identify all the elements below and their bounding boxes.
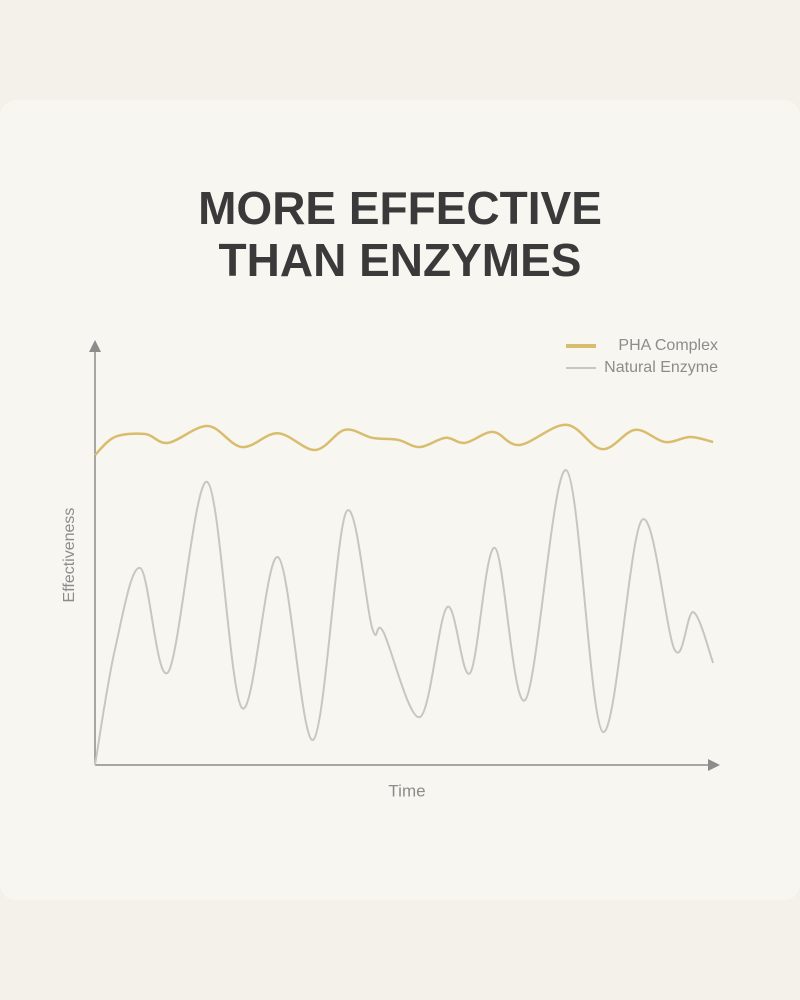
card <box>0 100 800 900</box>
series-line <box>94 469 715 766</box>
series-line <box>94 423 714 456</box>
x-arrow <box>708 759 720 771</box>
chart-title: MORE EFFECTIVE <box>198 182 602 234</box>
chart-subtitle: THAN ENZYMES <box>219 234 582 286</box>
legend-label: Natural Enzyme <box>604 359 718 376</box>
legend-label: PHA Complex <box>618 337 718 354</box>
y-axis-label: Effectiveness <box>61 508 78 603</box>
y-arrow <box>89 340 101 352</box>
x-axis-label: Time <box>388 781 425 800</box>
